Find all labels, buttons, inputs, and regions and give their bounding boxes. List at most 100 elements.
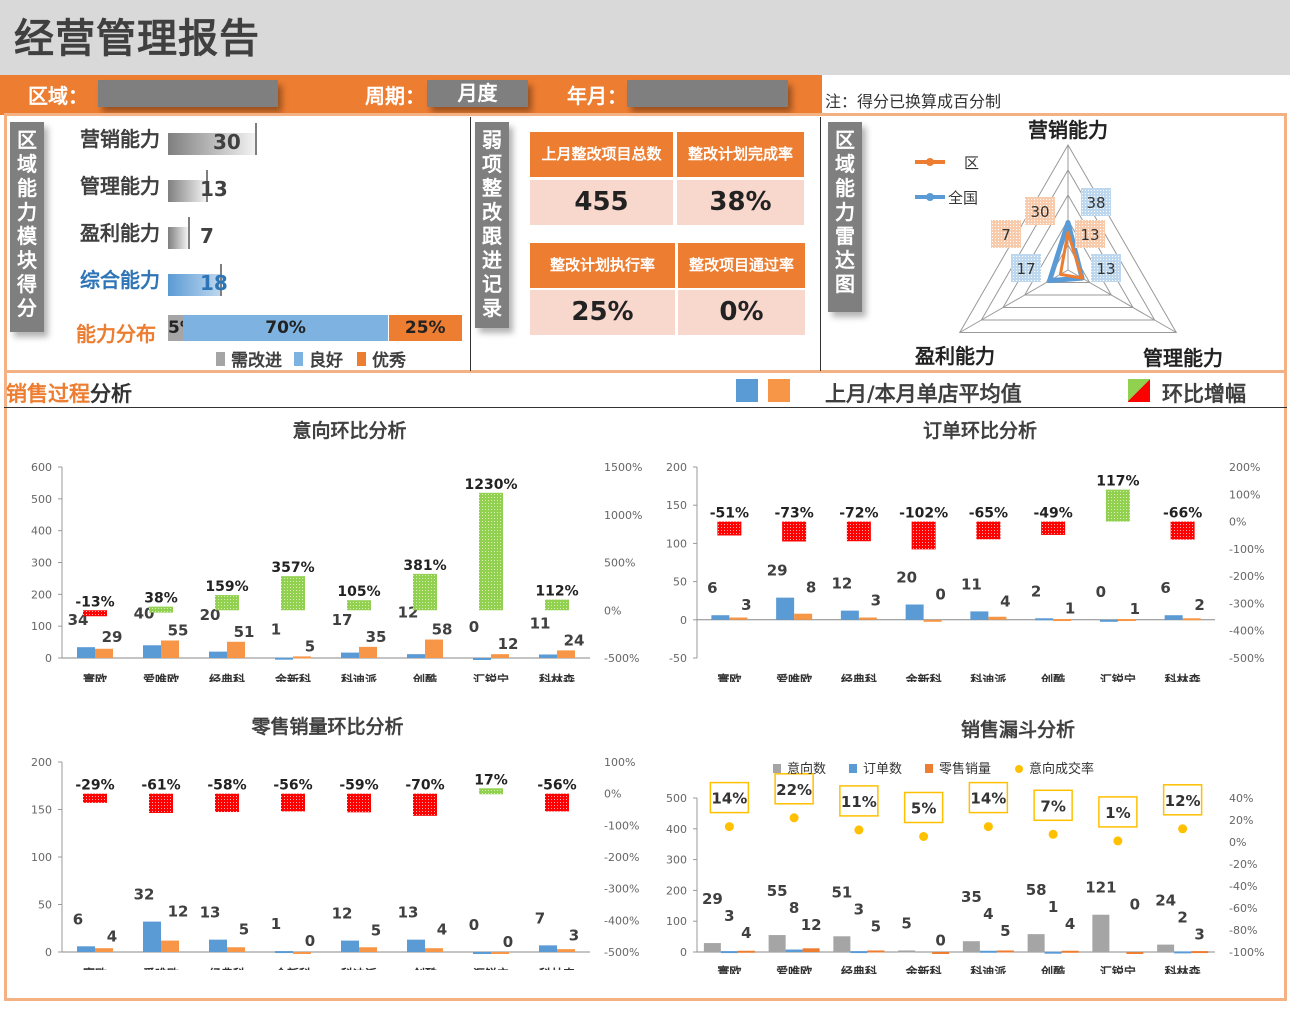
distribution-legend-item: 需改进 bbox=[216, 346, 282, 371]
category-label: 创酷 bbox=[1040, 672, 1065, 682]
y2-tick-label: -300% bbox=[604, 883, 639, 896]
change-label: -58% bbox=[207, 778, 246, 794]
bar-本月 bbox=[491, 952, 509, 954]
yearmonth-select[interactable] bbox=[627, 80, 788, 107]
radar-data-label: 7 bbox=[1001, 226, 1011, 244]
bar-value-label: 29 bbox=[702, 890, 723, 908]
section-title: 销售过程 bbox=[6, 382, 90, 406]
category-label: 创酷 bbox=[1040, 964, 1065, 974]
y-tick-label: 150 bbox=[31, 804, 52, 817]
bar-value-label: 13 bbox=[200, 904, 221, 922]
ability-label: 营销能力 bbox=[80, 127, 160, 151]
distribution-label: 能力分布 bbox=[76, 322, 156, 346]
bar-value-label: 2 bbox=[1194, 596, 1204, 614]
bar-value-label: 1 bbox=[271, 915, 281, 933]
ability-marker bbox=[220, 264, 223, 296]
category-label: 科林森 bbox=[1165, 964, 1202, 974]
ability-label: 盈利能力 bbox=[80, 221, 160, 245]
rate-label-box bbox=[774, 773, 814, 805]
y2-tick-label: 200% bbox=[1229, 461, 1260, 474]
change-bar bbox=[479, 788, 503, 795]
radar-data-label: 13 bbox=[1096, 260, 1115, 278]
category-label: 爱唯欧 bbox=[143, 672, 179, 682]
rate-point bbox=[983, 822, 993, 832]
bar-意向数 bbox=[898, 950, 916, 953]
category-label: 汇锐宁 bbox=[1100, 964, 1136, 974]
ability-bar bbox=[168, 274, 221, 296]
change-bar bbox=[1170, 521, 1195, 540]
region-select[interactable] bbox=[98, 80, 278, 107]
ability-value: 18 bbox=[200, 271, 228, 295]
category-label: 创酷 bbox=[412, 966, 437, 970]
y-tick-label: 100 bbox=[31, 620, 52, 633]
bar-零售销量 bbox=[996, 950, 1014, 953]
bar-本月 bbox=[923, 619, 942, 622]
bar-零售销量 bbox=[1126, 952, 1144, 954]
change-bar bbox=[545, 599, 569, 611]
category-label: 汇锐宁 bbox=[473, 672, 509, 682]
y-tick-label: 100 bbox=[666, 915, 687, 928]
bar-value-label: 3 bbox=[1194, 926, 1204, 944]
radar-grid bbox=[1002, 193, 1134, 308]
rate-label-box bbox=[1098, 796, 1138, 828]
rate-label: 22% bbox=[776, 781, 812, 799]
legend-label: 零售销量 bbox=[939, 761, 991, 777]
ability-marker bbox=[205, 170, 208, 202]
y2-tick-label: -500% bbox=[1229, 652, 1264, 665]
change-label: 357% bbox=[271, 560, 314, 576]
bar-本月 bbox=[858, 617, 877, 620]
change-label: 1230% bbox=[465, 477, 518, 493]
change-bar bbox=[149, 793, 173, 813]
bar-value-label: 29 bbox=[767, 562, 788, 580]
bar-value-label: 6 bbox=[1160, 579, 1170, 597]
divider bbox=[4, 407, 1287, 408]
bar-本月 bbox=[557, 949, 575, 952]
bar-本月 bbox=[227, 641, 245, 658]
bar-上月 bbox=[341, 652, 359, 658]
legend-swatch bbox=[849, 764, 857, 773]
ability-vertical-title: 区域能力模块得分 bbox=[10, 122, 44, 332]
rate-label: 11% bbox=[841, 793, 877, 811]
legend-marker bbox=[926, 158, 934, 166]
bar-本月 bbox=[359, 646, 377, 658]
bar-value-label: 24 bbox=[564, 631, 585, 649]
bar-订单数 bbox=[850, 951, 868, 954]
period-select[interactable]: 月度 bbox=[427, 80, 528, 107]
y2-tick-label: -200% bbox=[604, 851, 639, 864]
legend-cur-swatch bbox=[768, 379, 790, 402]
ability-marker bbox=[255, 123, 257, 155]
bar-上月 bbox=[209, 651, 227, 658]
bar-value-label: 4 bbox=[1000, 592, 1010, 610]
bar-订单数 bbox=[720, 951, 738, 954]
bar-本月 bbox=[95, 648, 113, 658]
change-bar bbox=[83, 793, 107, 803]
change-label: 159% bbox=[205, 579, 248, 595]
category-label: 科迪派 bbox=[341, 672, 378, 682]
bar-value-label: 5 bbox=[239, 921, 249, 939]
rectify-vertical-title: 弱项整改跟进记录 bbox=[475, 122, 509, 328]
kpi-value: 38% bbox=[677, 180, 804, 225]
y-tick-label: 0 bbox=[45, 652, 52, 665]
bar-订单数 bbox=[979, 950, 997, 953]
change-label: -51% bbox=[710, 506, 749, 522]
y2-tick-label: -500% bbox=[604, 946, 639, 959]
ability-label: 综合能力 bbox=[80, 268, 160, 292]
bar-value-label: 1 bbox=[1065, 599, 1075, 617]
radar-grid bbox=[980, 168, 1156, 321]
ability-bar bbox=[168, 227, 189, 249]
category-label: 科林森 bbox=[539, 966, 576, 970]
y-tick-label: 400 bbox=[666, 823, 687, 836]
bar-value-label: 5 bbox=[305, 637, 315, 655]
rate-point bbox=[789, 813, 799, 823]
distribution-segment: 25% bbox=[388, 315, 462, 341]
radar-data-label: 17 bbox=[1016, 260, 1035, 278]
bar-上月 bbox=[275, 657, 293, 660]
bar-上月 bbox=[407, 939, 425, 952]
divider bbox=[470, 117, 471, 371]
bar-value-label: 0 bbox=[469, 618, 479, 636]
chart-title: 零售销量环比分析 bbox=[251, 716, 404, 738]
bar-value-label: 0 bbox=[1096, 583, 1106, 601]
y-tick-label: 100 bbox=[31, 851, 52, 864]
category-label: 金新科 bbox=[905, 672, 942, 682]
radar-data-label: 38 bbox=[1086, 194, 1105, 212]
